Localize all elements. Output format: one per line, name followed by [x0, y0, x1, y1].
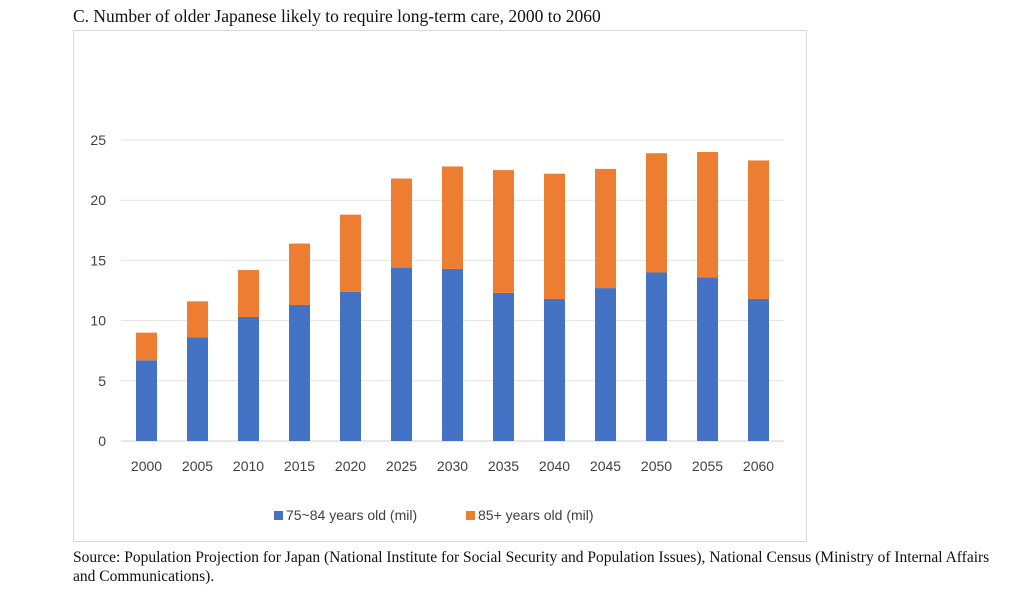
x-tick-label: 2050: [641, 458, 672, 474]
bar-75-84: [697, 277, 718, 441]
bar-75-84: [748, 298, 769, 441]
bar-75-84: [595, 288, 616, 441]
bar-85-plus: [442, 166, 463, 269]
x-tick-label: 2055: [692, 458, 723, 474]
bar-85-plus: [646, 153, 667, 273]
y-tick-label: 25: [90, 132, 106, 148]
x-tick-label: 2040: [539, 458, 570, 474]
bar-75-84: [391, 267, 412, 441]
bar-75-84: [646, 272, 667, 441]
x-tick-label: 2010: [233, 458, 264, 474]
x-tick-label: 2025: [386, 458, 417, 474]
bar-85-plus: [493, 170, 514, 293]
x-tick-label: 2035: [488, 458, 519, 474]
bar-75-84: [340, 291, 361, 441]
y-tick-label: 5: [98, 373, 106, 389]
bar-75-84: [238, 316, 259, 441]
bar-85-plus: [340, 214, 361, 292]
bar-75-84: [136, 360, 157, 441]
bar-85-plus: [544, 173, 565, 299]
bar-85-plus: [391, 178, 412, 268]
y-tick-label: 20: [90, 192, 106, 208]
x-tick-label: 2005: [182, 458, 213, 474]
bar-75-84: [544, 298, 565, 441]
legend-swatch: [274, 511, 283, 520]
bar-85-plus: [697, 152, 718, 278]
bar-75-84: [187, 337, 208, 441]
bar-85-plus: [748, 160, 769, 299]
source-note: Source: Population Projection for Japan …: [73, 549, 990, 585]
x-tick-label: 2030: [437, 458, 468, 474]
legend-swatch: [466, 511, 475, 520]
bar-75-84: [289, 304, 310, 441]
legend-label: 85+ years old (mil): [478, 507, 594, 523]
x-tick-label: 2060: [743, 458, 774, 474]
chart-area: [73, 30, 807, 542]
x-tick-label: 2020: [335, 458, 366, 474]
chart-title: C. Number of older Japanese likely to re…: [73, 6, 601, 26]
bar-85-plus: [595, 168, 616, 289]
bar-85-plus: [136, 332, 157, 361]
bar-85-plus: [289, 243, 310, 305]
x-tick-label: 2045: [590, 458, 621, 474]
y-tick-label: 0: [98, 433, 106, 449]
bar-85-plus: [238, 270, 259, 317]
bar-75-84: [493, 292, 514, 441]
y-tick-label: 10: [90, 313, 106, 329]
legend-label: 75~84 years old (mil): [286, 507, 417, 523]
y-tick-label: 15: [90, 252, 106, 268]
bar-85-plus: [187, 301, 208, 338]
x-tick-label: 2000: [131, 458, 162, 474]
x-tick-label: 2015: [284, 458, 315, 474]
bar-75-84: [442, 268, 463, 441]
